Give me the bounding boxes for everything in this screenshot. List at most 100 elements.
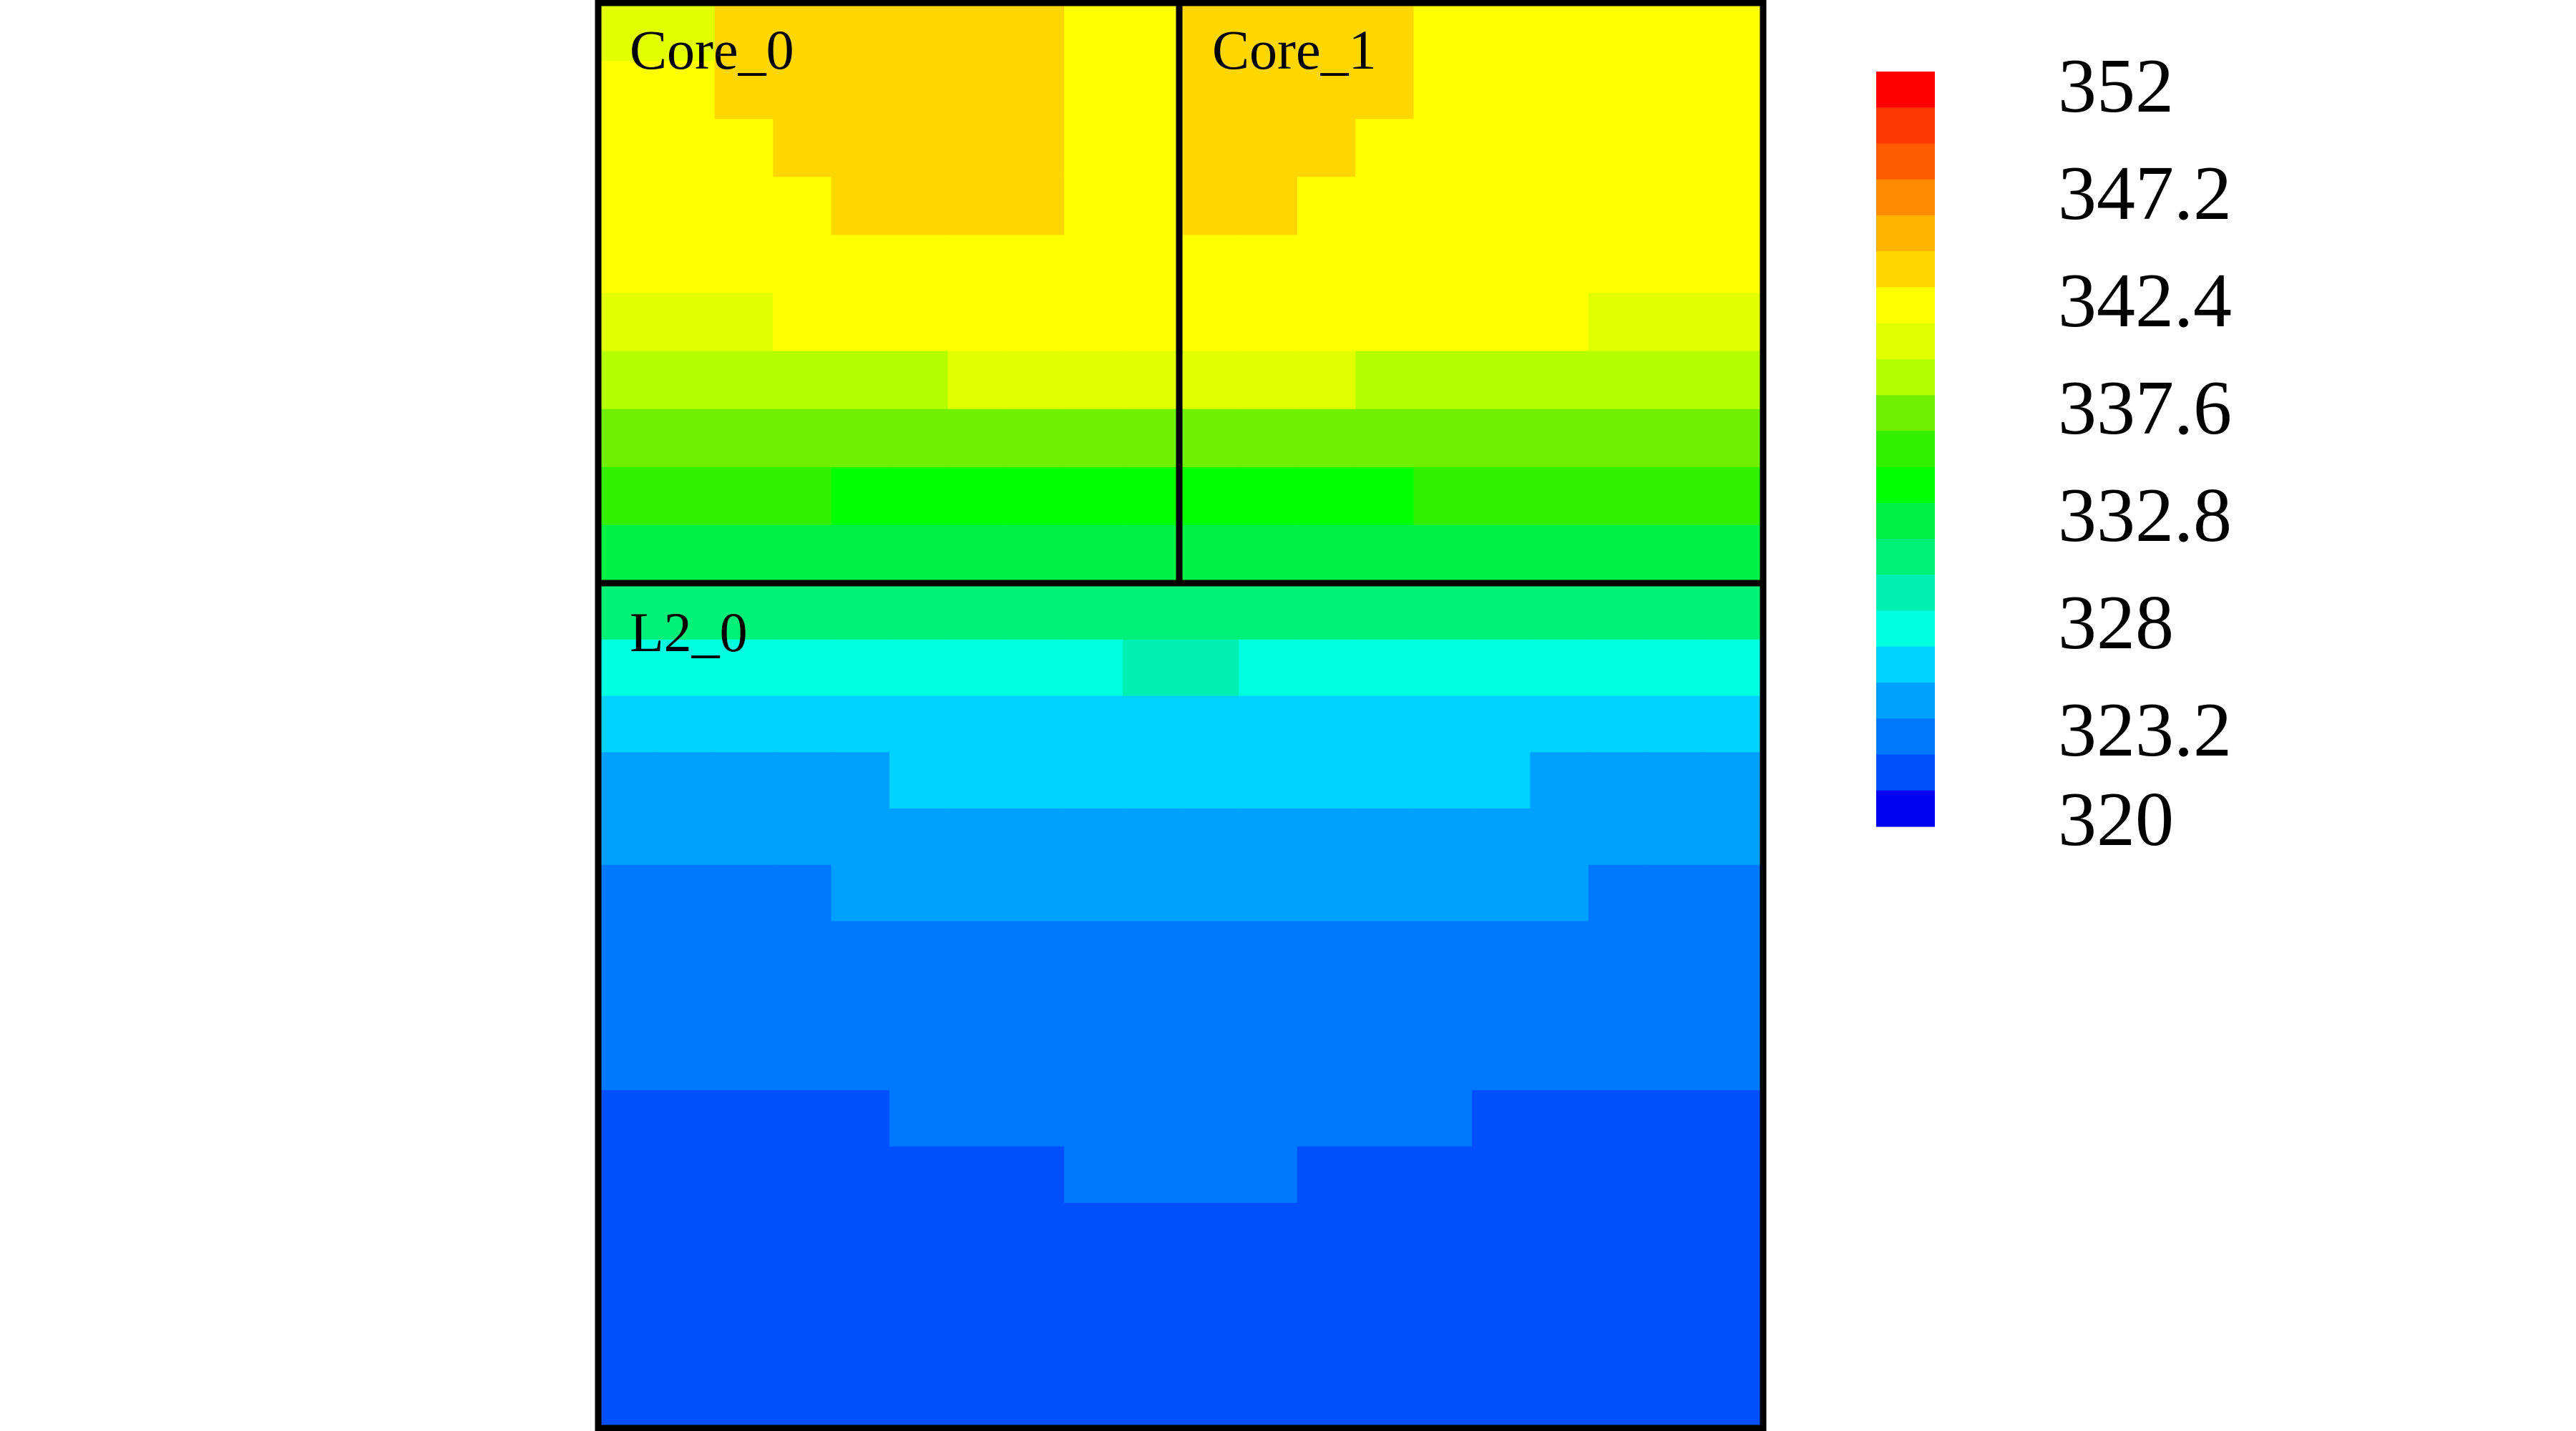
heatmap-cell xyxy=(1413,235,1473,294)
heatmap-cell xyxy=(831,1259,890,1317)
heatmap-cell xyxy=(1239,583,1298,640)
heatmap-cell xyxy=(1005,293,1065,352)
heatmap-cell xyxy=(714,921,774,978)
heatmap-cell xyxy=(831,1146,890,1203)
heatmap-cell xyxy=(1355,752,1415,809)
heatmap-cell xyxy=(1472,1315,1531,1372)
heatmap-cell xyxy=(1530,177,1589,235)
heatmap-cell xyxy=(1704,61,1764,119)
heatmap-cell xyxy=(1181,864,1239,922)
heatmap-cell xyxy=(1239,467,1298,526)
colorbar-segment xyxy=(1876,143,1935,180)
heatmap-cell xyxy=(1588,695,1647,753)
heatmap-cell xyxy=(1472,1033,1531,1091)
heatmap-cell xyxy=(1239,1259,1298,1317)
heatmap-cell xyxy=(889,177,948,235)
heatmap-cell xyxy=(598,467,657,526)
colorbar-segment xyxy=(1876,179,1935,216)
heatmap-cell xyxy=(1181,1146,1239,1203)
heatmap-cell xyxy=(947,639,1007,697)
heatmap-cell xyxy=(1239,235,1298,294)
heatmap-cell xyxy=(1472,235,1531,294)
heatmap-cell xyxy=(1472,119,1531,177)
heatmap-cell xyxy=(1646,351,1706,410)
heatmap-cell xyxy=(831,235,890,294)
heatmap-cell xyxy=(1239,293,1298,352)
heatmap-cell xyxy=(714,61,774,119)
heatmap-cell xyxy=(1239,808,1298,866)
heatmap-cell xyxy=(1064,524,1123,584)
heatmap-cell xyxy=(714,351,774,410)
heatmap-cell xyxy=(1181,293,1239,352)
heatmap-cell xyxy=(1413,3,1473,62)
heatmap-cell xyxy=(1413,1259,1473,1317)
colorbar-tick-label: 342.4 xyxy=(2058,258,2232,343)
heatmap-cell xyxy=(1704,808,1764,866)
heatmap-cell xyxy=(1355,1033,1415,1091)
heatmap-cell xyxy=(1239,752,1298,809)
heatmap-cell xyxy=(656,695,716,753)
heatmap-cell xyxy=(1355,351,1415,410)
heatmap-cell xyxy=(1588,293,1647,352)
heatmap-cell xyxy=(1064,1259,1123,1317)
heatmap-cell xyxy=(1297,293,1356,352)
heatmap-cell xyxy=(1646,921,1706,978)
heatmap-cell xyxy=(598,752,657,809)
heatmap-cell xyxy=(1646,1372,1706,1429)
heatmap-cell xyxy=(773,1372,832,1429)
heatmap-cell xyxy=(1413,177,1473,235)
block-label-core-0: Core_0 xyxy=(630,19,794,81)
heatmap-cell xyxy=(1297,921,1356,978)
heatmap-cell xyxy=(1646,1259,1706,1317)
heatmap-cell xyxy=(1064,583,1123,640)
heatmap-cell xyxy=(831,583,890,640)
heatmap-cell xyxy=(1181,583,1239,640)
heatmap-cell xyxy=(1530,351,1589,410)
heatmap-cell xyxy=(1588,1372,1647,1429)
heatmap-cell xyxy=(1472,1146,1531,1203)
heatmap-cell xyxy=(714,1146,774,1203)
heatmap-cell xyxy=(1704,977,1764,1035)
heatmap-cell xyxy=(1122,3,1181,62)
heatmap-cell xyxy=(598,524,657,584)
heatmap-cell xyxy=(1181,61,1239,119)
heatmap-cell xyxy=(1472,808,1531,866)
heatmap-cell xyxy=(1064,119,1123,177)
heatmap-cell xyxy=(1122,808,1181,866)
heatmap-cell xyxy=(598,351,657,410)
heatmap-cell xyxy=(1181,351,1239,410)
colorbar-segment xyxy=(1876,646,1935,683)
colorbar-segment xyxy=(1876,323,1935,360)
heatmap-cell xyxy=(1530,1203,1589,1260)
heatmap-cell xyxy=(889,583,948,640)
heatmap-cell xyxy=(1297,583,1356,640)
heatmap-cell xyxy=(1239,524,1298,584)
colorbar-segment xyxy=(1876,610,1935,648)
heatmap-cell xyxy=(773,921,832,978)
heatmap-cell xyxy=(1297,752,1356,809)
colorbar-tick-label: 337.6 xyxy=(2058,366,2232,451)
heatmap-cell xyxy=(656,1315,716,1372)
colorbar-segment xyxy=(1876,72,1935,108)
heatmap-cell xyxy=(1122,977,1181,1035)
heatmap-cell xyxy=(1005,351,1065,410)
heatmap-cell xyxy=(1530,3,1589,62)
heatmap-cell xyxy=(1297,977,1356,1035)
heatmap-cell xyxy=(1472,1372,1531,1429)
heatmap-cell xyxy=(1297,119,1356,177)
heatmap-cell xyxy=(947,1033,1007,1091)
heatmap-cell xyxy=(714,235,774,294)
heatmap-cell xyxy=(656,3,716,62)
heatmap-cell xyxy=(1005,808,1065,866)
heatmap-cell xyxy=(656,752,716,809)
heatmap-cell xyxy=(1122,1315,1181,1372)
heatmap-cell xyxy=(1588,1203,1647,1260)
heatmap-cell xyxy=(1064,1090,1123,1147)
heatmap-cell xyxy=(773,409,832,468)
heatmap-cell xyxy=(1064,409,1123,468)
heatmap-cell xyxy=(831,808,890,866)
heatmap-cell xyxy=(1239,695,1298,753)
heatmap-cell xyxy=(889,1315,948,1372)
heatmap-cell xyxy=(1413,409,1473,468)
colorbar-segment xyxy=(1876,395,1935,431)
